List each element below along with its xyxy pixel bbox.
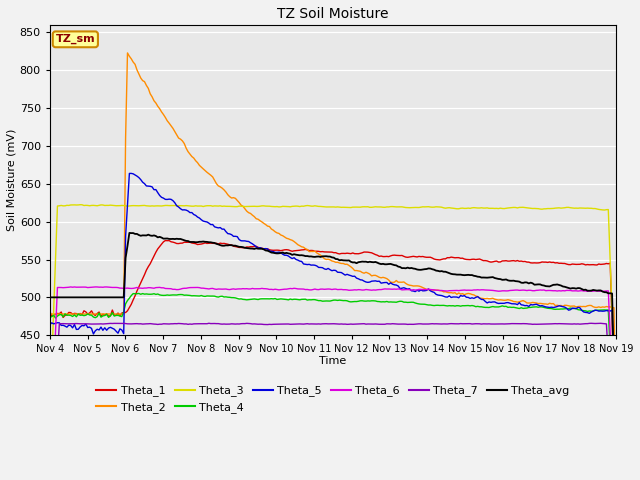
Theta_6 (525, 288, 532, 293)
Theta_1 (612, 437, 620, 443)
Theta_7 (385, 321, 392, 327)
Theta_5 (525, 303, 532, 309)
Theta_6 (385, 286, 392, 292)
Line: Theta_1: Theta_1 (50, 240, 616, 440)
Theta_7 (48, 449, 56, 455)
Theta_5 (385, 281, 392, 287)
Line: Theta_3: Theta_3 (50, 204, 616, 417)
Theta_2 (612, 427, 620, 433)
Theta_2 (46, 311, 54, 317)
Theta_7 (205, 321, 212, 326)
Theta_3 (76, 202, 84, 207)
Theta_6 (48, 414, 56, 420)
Theta_2 (561, 302, 568, 308)
Theta_5 (394, 283, 402, 289)
Line: Theta_4: Theta_4 (50, 293, 616, 473)
Theta_7 (561, 321, 568, 327)
Line: Theta_6: Theta_6 (50, 287, 616, 462)
Theta_4 (48, 313, 56, 319)
Theta_avg (612, 444, 620, 449)
Y-axis label: Soil Moisture (mV): Soil Moisture (mV) (7, 129, 17, 231)
Line: Theta_7: Theta_7 (50, 324, 616, 480)
Theta_7 (383, 321, 390, 327)
Theta_4 (135, 290, 143, 296)
Theta_3 (385, 204, 392, 210)
Theta_5 (561, 304, 568, 310)
Theta_6 (561, 288, 568, 294)
Theta_avg (125, 230, 133, 236)
Theta_3 (46, 412, 54, 418)
Text: TZ_sm: TZ_sm (56, 34, 95, 45)
Theta_7 (394, 321, 402, 327)
Theta_3 (561, 205, 568, 211)
Theta_1 (525, 259, 532, 265)
Theta_2 (385, 277, 392, 283)
Theta_avg (46, 294, 54, 300)
Theta_6 (612, 459, 620, 465)
Title: TZ Soil Moisture: TZ Soil Moisture (277, 7, 388, 21)
Theta_5 (46, 322, 54, 327)
Theta_1 (385, 254, 392, 260)
Theta_6 (383, 286, 390, 292)
Theta_avg (394, 264, 402, 269)
Theta_2 (525, 300, 532, 306)
Theta_2 (383, 276, 390, 281)
Theta_4 (561, 306, 568, 312)
Theta_avg (525, 280, 532, 286)
Theta_3 (612, 414, 620, 420)
Theta_1 (161, 238, 169, 243)
Theta_avg (561, 284, 568, 289)
Theta_4 (385, 299, 392, 305)
Line: Theta_avg: Theta_avg (50, 233, 616, 446)
Theta_2 (48, 311, 56, 317)
Theta_4 (612, 470, 620, 476)
Theta_2 (124, 50, 131, 56)
Theta_6 (67, 284, 74, 290)
Theta_3 (48, 360, 56, 365)
Theta_5 (612, 455, 620, 460)
Theta_4 (383, 299, 390, 304)
Theta_7 (525, 321, 532, 327)
Theta_4 (46, 315, 54, 321)
X-axis label: Time: Time (319, 356, 346, 366)
Theta_3 (394, 204, 402, 210)
Theta_6 (394, 286, 402, 292)
Theta_4 (525, 305, 532, 311)
Theta_avg (383, 262, 390, 267)
Theta_1 (48, 313, 56, 319)
Theta_5 (383, 280, 390, 286)
Theta_1 (394, 252, 402, 258)
Theta_avg (385, 261, 392, 267)
Line: Theta_5: Theta_5 (50, 173, 616, 457)
Legend: Theta_1, Theta_2, Theta_3, Theta_4, Theta_5, Theta_6, Theta_7, Theta_avg: Theta_1, Theta_2, Theta_3, Theta_4, Thet… (92, 381, 573, 417)
Theta_1 (561, 261, 568, 266)
Theta_5 (48, 320, 56, 326)
Theta_3 (383, 204, 390, 210)
Theta_5 (127, 170, 135, 176)
Theta_3 (525, 205, 532, 211)
Theta_1 (383, 253, 390, 259)
Theta_2 (394, 279, 402, 285)
Theta_6 (46, 457, 54, 463)
Line: Theta_2: Theta_2 (50, 53, 616, 430)
Theta_avg (48, 294, 56, 300)
Theta_4 (394, 299, 402, 304)
Theta_1 (46, 309, 54, 314)
